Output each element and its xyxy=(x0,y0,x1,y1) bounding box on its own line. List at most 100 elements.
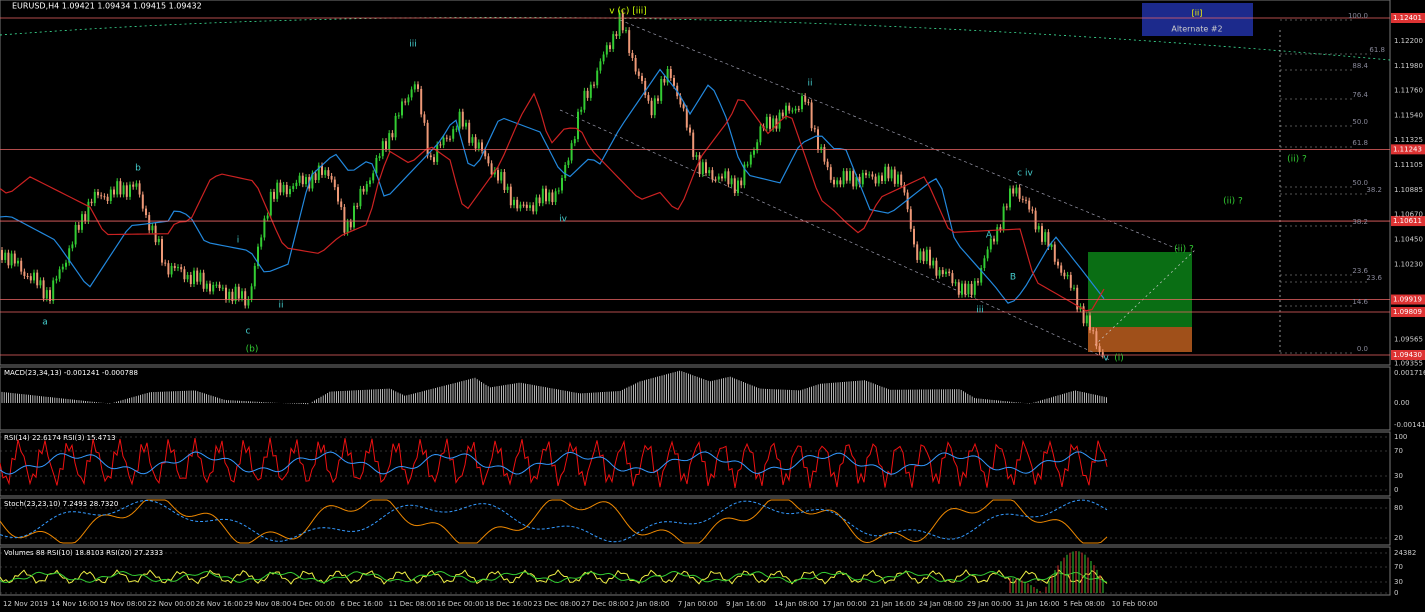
panel-axis-tick: 70 xyxy=(1394,563,1403,571)
candle xyxy=(685,108,688,128)
candle xyxy=(759,126,762,143)
candle xyxy=(1098,346,1101,353)
candle xyxy=(663,79,666,83)
candle xyxy=(778,112,781,129)
candle xyxy=(314,173,317,181)
candle xyxy=(119,181,122,195)
candle xyxy=(557,190,560,192)
panel-title: Volumes 88 RSI(10) 18.8103 RSI(20) 27.23… xyxy=(4,549,163,557)
candle xyxy=(145,208,147,216)
wave-label: c xyxy=(246,327,251,337)
candle xyxy=(861,172,864,185)
level-box xyxy=(1391,216,1425,227)
candle xyxy=(641,75,643,81)
candle xyxy=(404,101,407,103)
candle xyxy=(1047,232,1050,247)
candle xyxy=(797,108,800,110)
candle xyxy=(212,284,215,292)
candle xyxy=(855,176,858,187)
symbol-header: EURUSD,H4 1.09421 1.09434 1.09415 1.0943… xyxy=(12,2,202,11)
candle xyxy=(724,171,727,179)
candle xyxy=(71,244,74,249)
candle xyxy=(1063,272,1066,277)
candle xyxy=(481,142,483,151)
candle xyxy=(87,201,90,221)
candle xyxy=(554,191,557,203)
wave-label: (ii) ? xyxy=(1174,245,1194,255)
candle xyxy=(858,176,861,185)
candle xyxy=(781,112,784,117)
candle xyxy=(705,162,707,174)
candle xyxy=(93,191,96,204)
date-tick: 31 Jan 16:00 xyxy=(1015,600,1059,608)
date-tick: 21 Jan 16:00 xyxy=(871,600,915,608)
candle xyxy=(586,90,589,98)
candle xyxy=(913,228,915,245)
candle xyxy=(506,186,509,190)
wave-label: i xyxy=(237,236,240,246)
level-label: 1.09919 xyxy=(1393,296,1422,304)
candle xyxy=(292,186,295,189)
candle xyxy=(1025,199,1027,201)
candle xyxy=(7,252,10,266)
candle xyxy=(103,196,106,198)
candle xyxy=(113,189,115,195)
candle xyxy=(893,169,896,184)
candle xyxy=(941,270,944,275)
alternate-label: [ii] xyxy=(1192,9,1203,18)
price-tick: 1.09355 xyxy=(1394,360,1423,368)
fib-label: 50.0 xyxy=(1352,179,1368,187)
candle xyxy=(285,184,288,195)
candle xyxy=(865,172,867,176)
candle xyxy=(1002,206,1005,230)
candle xyxy=(426,122,429,156)
candle xyxy=(1073,287,1075,289)
candle xyxy=(874,176,877,184)
candle xyxy=(561,178,563,191)
candle xyxy=(135,183,138,187)
panel-axis-tick: 100 xyxy=(1394,433,1407,441)
candle xyxy=(455,128,458,130)
fib-label: 38.2 xyxy=(1352,218,1368,226)
candle xyxy=(772,118,775,129)
candle xyxy=(180,267,183,270)
candle xyxy=(100,195,103,197)
candle xyxy=(999,227,1002,230)
candle xyxy=(666,68,669,83)
candle xyxy=(1,250,3,260)
candle xyxy=(522,204,525,206)
candle xyxy=(570,143,573,161)
candle xyxy=(567,160,570,166)
candle xyxy=(164,262,167,264)
candle xyxy=(842,171,845,185)
candle xyxy=(276,182,279,199)
candle xyxy=(618,13,621,36)
candle xyxy=(1041,226,1043,242)
date-tick: 4 Dec 00:00 xyxy=(292,600,335,608)
candle xyxy=(433,157,435,162)
panel-axis-tick: -0.001417 xyxy=(1394,421,1425,429)
candle xyxy=(116,181,119,195)
level-label: 1.09809 xyxy=(1393,308,1422,316)
candle xyxy=(1092,330,1095,332)
candle xyxy=(359,188,362,207)
candle xyxy=(1021,198,1024,200)
candle xyxy=(77,224,80,230)
candle xyxy=(791,110,794,112)
candle xyxy=(186,274,189,280)
candle xyxy=(596,70,599,86)
candle xyxy=(849,171,851,181)
candle xyxy=(509,186,512,206)
candle xyxy=(535,197,538,212)
candle xyxy=(737,180,739,194)
candle xyxy=(564,165,567,179)
candle xyxy=(410,89,413,98)
candle xyxy=(1082,306,1085,324)
candle xyxy=(625,30,627,32)
candle xyxy=(257,246,259,266)
candle xyxy=(269,191,272,216)
candle xyxy=(298,175,301,183)
candle xyxy=(1031,209,1034,211)
